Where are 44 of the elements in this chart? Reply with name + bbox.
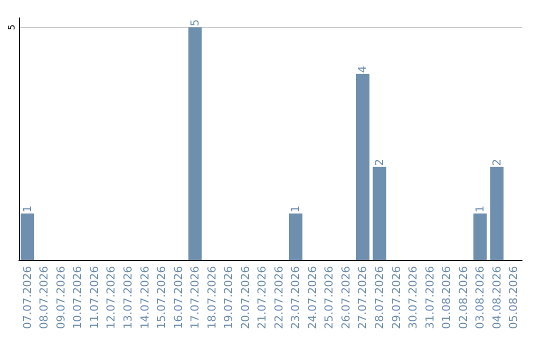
x-tick-label: 20.07.2026 (238, 266, 252, 330)
bar (188, 27, 202, 260)
x-tick-label: 14.07.2026 (138, 266, 152, 330)
x-tick-label: 27.07.2026 (356, 266, 370, 330)
data-label: 1 (20, 205, 34, 212)
data-label: 5 (188, 19, 202, 26)
x-tick-label: 28.07.2026 (372, 266, 386, 330)
data-label: 1 (474, 205, 487, 212)
x-tick-label: 12.07.2026 (104, 266, 118, 330)
bar (473, 213, 487, 260)
x-tick-label: 18.07.2026 (205, 266, 218, 330)
data-label: 2 (490, 158, 504, 166)
bar (356, 74, 370, 260)
x-tick-label: 23.07.2026 (289, 266, 302, 330)
x-tick-label: 24.07.2026 (306, 266, 319, 330)
bar (288, 213, 302, 260)
x-tick-label: 01.08.2026 (440, 266, 454, 330)
x-tick-label: 22.07.2026 (272, 266, 286, 330)
x-tick-label: 29.07.2026 (390, 266, 403, 330)
x-tick-label: 08.07.2026 (38, 266, 51, 330)
x-tick-label: 02.08.2026 (456, 266, 470, 330)
bar (372, 166, 386, 260)
x-tick-label: 07.07.2026 (20, 266, 34, 330)
x-tick-label: 04.08.2026 (490, 266, 504, 330)
bar (20, 213, 34, 260)
x-tick-label: 15.07.2026 (155, 266, 168, 330)
x-tick-label: 09.07.2026 (54, 266, 68, 330)
x-tick-label: 05.08.2026 (507, 266, 520, 330)
x-tick-label: 17.07.2026 (188, 266, 202, 330)
x-tick-label: 21.07.2026 (256, 266, 269, 330)
x-tick-label: 11.07.2026 (88, 266, 101, 330)
bar (490, 166, 504, 260)
x-tick-label: 16.07.2026 (172, 266, 185, 330)
x-tick-label: 30.07.2026 (406, 266, 420, 330)
x-tick-label: 19.07.2026 (222, 266, 236, 330)
x-tick-label: 03.08.2026 (474, 266, 487, 330)
data-label: 1 (289, 205, 302, 212)
x-tick-label: 10.07.2026 (71, 266, 84, 330)
x-tick-label: 25.07.2026 (322, 266, 336, 330)
x-tick-label: 31.07.2026 (423, 266, 436, 330)
x-tick-label: 26.07.2026 (339, 266, 352, 330)
x-tick-label: 13.07.2026 (121, 266, 134, 330)
data-label: 2 (372, 158, 386, 166)
data-label: 4 (356, 66, 370, 73)
